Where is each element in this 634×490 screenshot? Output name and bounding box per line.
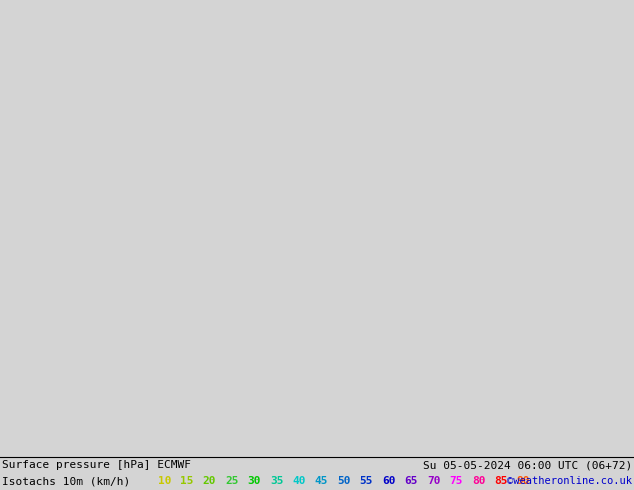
Text: 90: 90: [517, 476, 530, 486]
Text: 45: 45: [315, 476, 328, 486]
Text: 75: 75: [450, 476, 463, 486]
Text: 20: 20: [203, 476, 216, 486]
Text: 25: 25: [225, 476, 239, 486]
Text: ©weatheronline.co.uk: ©weatheronline.co.uk: [507, 476, 632, 486]
Text: 80: 80: [472, 476, 485, 486]
Text: 10: 10: [158, 476, 172, 486]
Text: 55: 55: [359, 476, 373, 486]
Text: 70: 70: [427, 476, 441, 486]
Text: 85: 85: [494, 476, 508, 486]
Text: 15: 15: [181, 476, 194, 486]
Text: Isotachs 10m (km/h): Isotachs 10m (km/h): [2, 476, 130, 486]
Text: 65: 65: [404, 476, 418, 486]
Text: 40: 40: [292, 476, 306, 486]
Text: 60: 60: [382, 476, 396, 486]
Text: Surface pressure [hPa] ECMWF: Surface pressure [hPa] ECMWF: [2, 460, 191, 470]
Text: 30: 30: [248, 476, 261, 486]
Text: Su 05-05-2024 06:00 UTC (06+72): Su 05-05-2024 06:00 UTC (06+72): [423, 460, 632, 470]
Text: 50: 50: [337, 476, 351, 486]
Text: 35: 35: [270, 476, 283, 486]
